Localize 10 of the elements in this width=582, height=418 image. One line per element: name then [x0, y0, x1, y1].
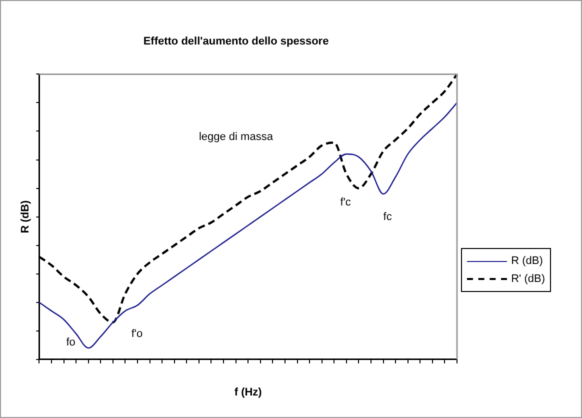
- y-axis-title: R (dB): [20, 200, 32, 234]
- annotation: f'o: [131, 328, 143, 340]
- annotation: fo: [66, 336, 76, 348]
- annotation: fc: [383, 210, 392, 223]
- legend-label: R' (dB): [511, 273, 545, 285]
- x-axis-title: f (Hz): [234, 386, 262, 398]
- legend-label: R (dB): [511, 255, 543, 267]
- annotation: f'c: [340, 196, 352, 209]
- chart-title: Effetto dell'aumento dello spessore: [143, 36, 329, 48]
- annotation: legge di massa: [198, 130, 274, 143]
